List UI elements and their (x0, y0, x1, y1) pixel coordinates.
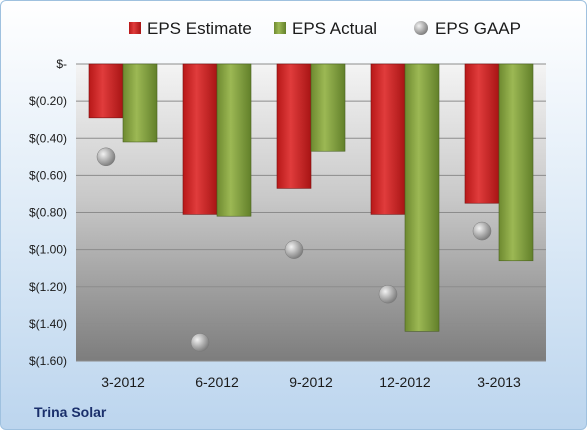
legend-swatch-eps-estimate (129, 22, 141, 34)
y-tick-label: $- (56, 57, 67, 71)
marker-eps-gaap (472, 221, 492, 241)
x-tick-label: 6-2012 (195, 374, 239, 390)
bar-eps-actual (404, 63, 440, 332)
bar-eps-estimate (370, 63, 406, 215)
legend-item-eps-estimate: EPS Estimate (129, 19, 252, 38)
company-name: Trina Solar (34, 404, 107, 420)
marker-eps-gaap (190, 333, 210, 352)
bars (88, 63, 534, 332)
y-tick-label: $(0.40) (29, 131, 67, 145)
marker-eps-gaap (378, 284, 398, 304)
y-axis-ticks: $- $(0.20) $(0.40) $(0.60) $(0.80) $(1.00) $(1… (29, 57, 67, 368)
legend-swatch-eps-actual (274, 22, 286, 34)
x-axis-labels: 3-2012 6-2012 9-2012 12-2012 3-2013 (101, 374, 521, 390)
bar-eps-estimate (464, 63, 500, 204)
y-tick-label: $(0.20) (29, 94, 67, 108)
legend-label-eps-actual: EPS Actual (292, 19, 377, 38)
legend-item-eps-actual: EPS Actual (274, 19, 377, 38)
bar-eps-actual (216, 63, 252, 217)
y-tick-label: $(0.60) (29, 168, 67, 182)
legend-swatch-eps-gaap (414, 21, 428, 35)
marker-eps-gaap (96, 147, 116, 167)
bar-eps-estimate (88, 63, 124, 119)
bar-eps-estimate (182, 63, 218, 215)
x-tick-label: 12-2012 (379, 374, 431, 390)
y-tick-label: $(1.40) (29, 317, 67, 331)
bar-eps-actual (498, 63, 534, 262)
marker-eps-gaap (284, 240, 304, 259)
bar-eps-estimate (276, 63, 312, 189)
y-tick-label: $(1.60) (29, 354, 67, 368)
y-tick-label: $(1.20) (29, 280, 67, 294)
x-tick-label: 3-2013 (477, 374, 521, 390)
bar-eps-actual (122, 63, 158, 143)
gaap-markers (96, 147, 492, 352)
x-tick-label: 3-2012 (101, 374, 145, 390)
legend: EPS Estimate EPS Actual EPS GAAP (129, 19, 521, 38)
legend-label-eps-estimate: EPS Estimate (147, 19, 252, 38)
legend-item-eps-gaap: EPS GAAP (414, 19, 521, 38)
y-tick-label: $(0.80) (29, 206, 67, 220)
y-tick-label: $(1.00) (29, 243, 67, 257)
legend-label-eps-gaap: EPS GAAP (435, 19, 521, 38)
bar-eps-actual (310, 63, 346, 152)
x-tick-label: 9-2012 (289, 374, 333, 390)
